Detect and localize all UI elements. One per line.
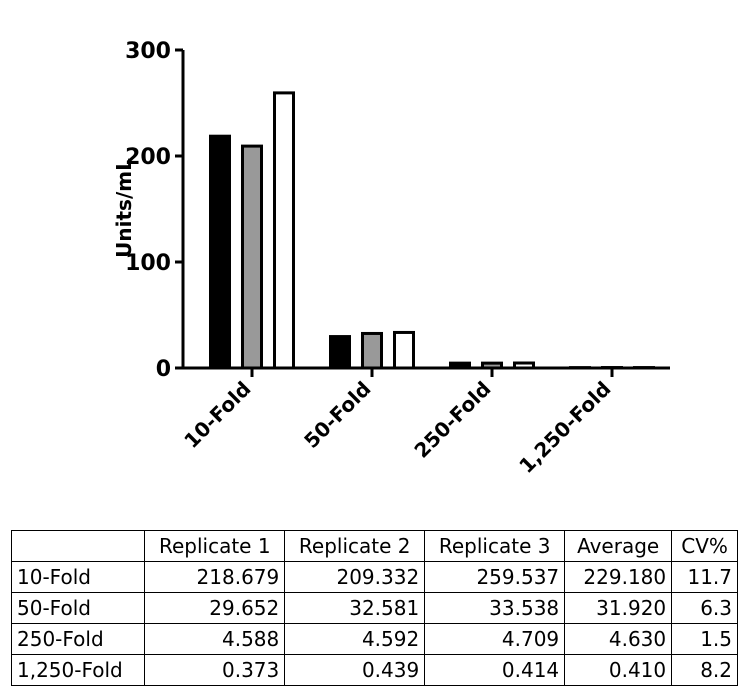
table-row: 1,250-Fold 0.373 0.439 0.414 0.410 8.2 — [10, 654, 738, 686]
table-row: 10-Fold 218.679 209.332 259.537 229.180 … — [10, 561, 738, 593]
table-cell: 33.538 — [424, 592, 566, 624]
table-row-label: 250-Fold — [10, 623, 146, 655]
table-header-cell: CV% — [671, 530, 738, 562]
table-cell: 31.920 — [564, 592, 673, 624]
table-cell: 4.709 — [424, 623, 566, 655]
table-header-cell: Average — [564, 530, 673, 562]
table-cell: 6.3 — [671, 592, 738, 624]
table-row: 250-Fold 4.588 4.592 4.709 4.630 1.5 — [10, 623, 738, 655]
x-tick-label: 250-Fold — [409, 377, 495, 463]
table-cell: 4.592 — [284, 623, 426, 655]
table-cell: 0.373 — [144, 654, 286, 686]
table-cell: 4.630 — [564, 623, 673, 655]
table-row-label: 10-Fold — [10, 561, 146, 593]
table-cell: 229.180 — [564, 561, 673, 593]
table-row-label: 50-Fold — [10, 592, 146, 624]
table-row: 50-Fold 29.652 32.581 33.538 31.920 6.3 — [10, 592, 738, 624]
table-cell: 0.439 — [284, 654, 426, 686]
bar — [209, 134, 231, 370]
table-cell: 4.588 — [144, 623, 286, 655]
table-header-cell — [10, 530, 146, 562]
x-tick-label: 50-Fold — [299, 377, 375, 453]
table-cell: 1.5 — [671, 623, 738, 655]
data-table: Replicate 1 Replicate 2 Replicate 3 Aver… — [10, 530, 738, 686]
table-cell: 259.537 — [424, 561, 566, 593]
y-tick-label: 300 — [125, 39, 171, 64]
table-cell: 0.414 — [424, 654, 566, 686]
table-cell: 0.410 — [564, 654, 673, 686]
table-row-label: 1,250-Fold — [10, 654, 146, 686]
table-cell: 11.7 — [671, 561, 738, 593]
table-cell: 209.332 — [284, 561, 426, 593]
bar — [361, 331, 383, 370]
table-cell: 29.652 — [144, 592, 286, 624]
table-header-row: Replicate 1 Replicate 2 Replicate 3 Aver… — [10, 530, 738, 562]
table-cell: 8.2 — [671, 654, 738, 686]
table-header-cell: Replicate 3 — [424, 530, 566, 562]
table-header-cell: Replicate 2 — [284, 530, 426, 562]
table-header-cell: Replicate 1 — [144, 530, 286, 562]
y-tick-label: 0 — [156, 357, 171, 382]
x-tick-label: 1,250-Fold — [514, 377, 615, 478]
y-tick-label: 100 — [125, 251, 171, 276]
bar-chart: 0 100 200 300 10-Fold 50-Fold 250-Fold 1,250-Fo… — [112, 39, 670, 478]
bar — [329, 335, 351, 370]
bar — [273, 91, 295, 370]
table-cell: 32.581 — [284, 592, 426, 624]
y-axis-label: Units/mL — [112, 158, 136, 258]
x-tick-label: 10-Fold — [179, 377, 255, 453]
table-cell: 218.679 — [144, 561, 286, 593]
bar — [393, 330, 415, 370]
bar — [241, 144, 263, 370]
y-tick-label: 200 — [125, 145, 171, 170]
